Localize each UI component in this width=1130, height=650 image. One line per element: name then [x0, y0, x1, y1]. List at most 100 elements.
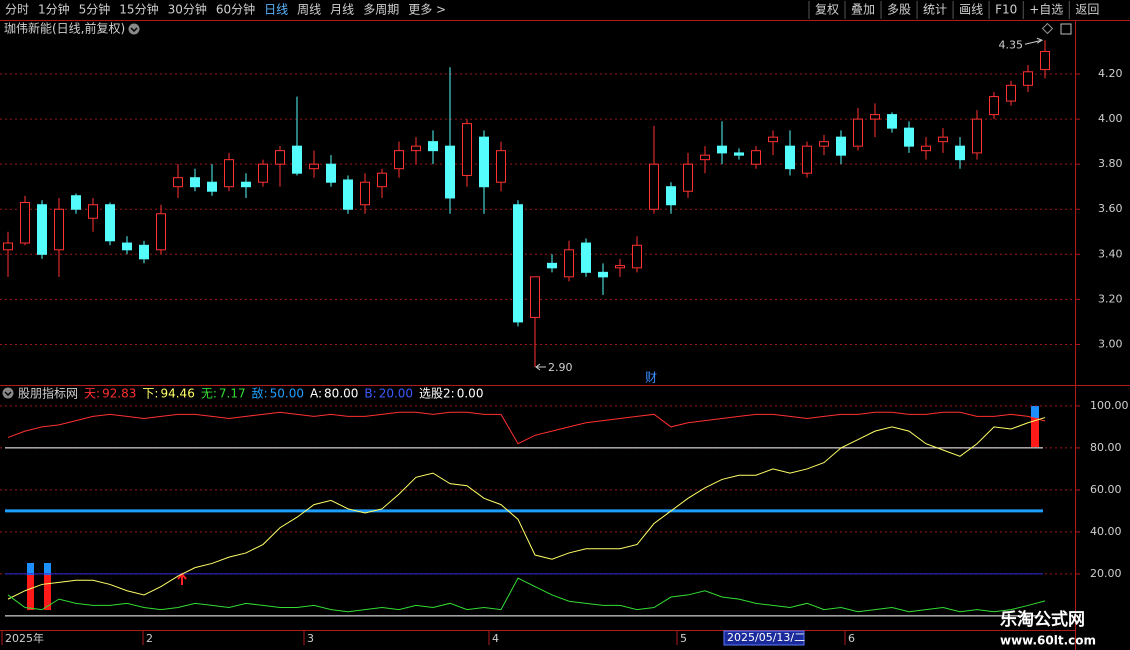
y-tick-label: 4.20 [1098, 67, 1123, 80]
candle-body [887, 114, 897, 129]
date-label: 3 [307, 632, 314, 645]
indicator-title: 股朋指标网 [18, 386, 78, 401]
candle-body [819, 141, 829, 147]
cursor-date: 2025/05/13/二 [727, 631, 805, 644]
signal-bar [1031, 418, 1039, 447]
date-label: 2 [146, 632, 153, 645]
toolbar-tab[interactable]: 更多 > [408, 3, 446, 17]
toolbar-tab[interactable]: 月线 [330, 3, 354, 17]
signal-bar [27, 563, 34, 575]
date-label: 6 [848, 632, 855, 645]
candle-body [139, 244, 149, 260]
toolbar-tab[interactable]: 5分钟 [79, 2, 111, 17]
candle-body [598, 271, 608, 278]
candle-body [564, 249, 574, 278]
toolbar-button[interactable]: +自选 [1029, 3, 1063, 17]
signal-bar [44, 563, 51, 575]
candle-body [479, 136, 489, 188]
candle-body [513, 204, 523, 323]
title-menu-chevron [130, 27, 138, 33]
legend-value: 0.00 [457, 387, 484, 401]
legend-value: 80.00 [324, 387, 358, 401]
candle-body [292, 145, 302, 174]
candle-body [428, 141, 438, 152]
indicator-line [7, 417, 1046, 600]
legend-name: 天: [84, 387, 100, 401]
toolbar-button[interactable]: 画线 [959, 3, 983, 17]
watermark-url: www.60lt.com [1000, 634, 1096, 648]
candle-body [326, 163, 336, 183]
legend-value: 92.83 [102, 387, 136, 401]
toolbar-button[interactable]: 复权 [815, 3, 839, 17]
toolbar-button[interactable]: 统计 [923, 3, 947, 17]
candle-body [836, 136, 846, 156]
y-tick-label: 3.20 [1098, 292, 1123, 305]
y-tick-label: 3.60 [1098, 202, 1123, 215]
candle-body [54, 208, 64, 251]
window-icon[interactable] [1060, 23, 1072, 35]
candle-body [411, 145, 421, 152]
candle-body [3, 242, 13, 251]
toolbar-tab[interactable]: 60分钟 [216, 2, 255, 17]
y-tick-label: 100.00 [1090, 399, 1129, 412]
toolbar-tab[interactable]: 多周期 [363, 3, 399, 17]
indicator-menu-icon[interactable] [2, 387, 14, 399]
cursor-date-box [723, 630, 805, 646]
candle-body [258, 163, 268, 183]
y-tick-label: 80.00 [1090, 441, 1122, 454]
candle-body [683, 163, 693, 192]
toolbar-tab[interactable]: 30分钟 [168, 2, 207, 17]
candle-body [768, 136, 778, 143]
toolbar-button[interactable]: 多股 [887, 3, 911, 17]
legend-value: 94.46 [160, 387, 194, 401]
candle-body [173, 177, 183, 188]
candle-body [496, 150, 506, 183]
annotation-label: 2.90 [548, 361, 573, 374]
candle-body [190, 177, 200, 188]
indicator-line [7, 577, 1046, 613]
annotation-label: 4.35 [999, 38, 1024, 51]
candle-body [666, 186, 676, 206]
toolbar-tab[interactable]: 周线 [297, 3, 321, 17]
date-label: 2025年 [5, 631, 44, 645]
candle-body [921, 145, 931, 152]
toolbar-tab[interactable]: 分时 [5, 3, 29, 17]
candle-body [462, 123, 472, 176]
candle-body [870, 114, 880, 120]
candle-body [207, 181, 217, 192]
y-tick-label: 3.00 [1098, 337, 1123, 350]
candle-body [581, 242, 591, 273]
signal-bar [27, 575, 34, 610]
y-tick-label: 3.80 [1098, 157, 1123, 170]
legend-value: 50.00 [270, 387, 304, 401]
candle-body [343, 179, 353, 210]
candle-body [717, 145, 727, 154]
toolbar-button[interactable]: 叠加 [851, 3, 875, 17]
annotation-arrow [1024, 37, 1044, 45]
candle-body [275, 150, 285, 165]
toolbar-tab[interactable]: 日线 [264, 3, 288, 17]
candle-body [445, 145, 455, 199]
annotation-arrow [535, 363, 546, 371]
candle-body [904, 127, 914, 147]
candle-body [360, 181, 370, 206]
toolbar-button[interactable]: 返回 [1075, 3, 1099, 17]
candle-body [309, 163, 319, 170]
toolbar-tab[interactable]: 15分钟 [119, 2, 158, 17]
diamond-icon[interactable] [1041, 22, 1054, 35]
legend-name: B: [364, 387, 376, 401]
candle-body [394, 150, 404, 170]
candle-body [972, 118, 982, 154]
y-tick-label: 60.00 [1090, 483, 1122, 496]
candle-body [1023, 71, 1033, 86]
candle-body [955, 145, 965, 161]
y-tick-label: 20.00 [1090, 567, 1122, 580]
candle-body [156, 213, 166, 251]
candle-body [700, 154, 710, 161]
toolbar-button[interactable]: F10 [995, 3, 1017, 17]
title-menu-icon[interactable] [128, 23, 140, 35]
toolbar-tab[interactable]: 1分钟 [38, 2, 70, 17]
finance-marker[interactable]: 财 [645, 371, 657, 385]
candle-body [122, 242, 132, 251]
